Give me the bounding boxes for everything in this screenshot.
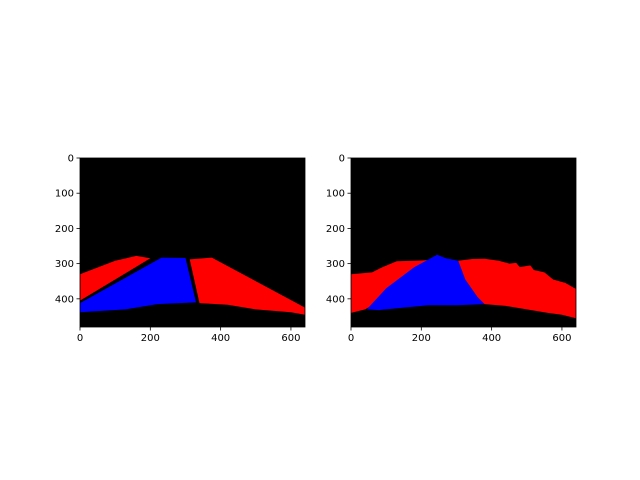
chart-panel-right: 0 200 400 600 0 100 200 300 400 [326,154,577,344]
x-tick-label: 600 [281,333,300,344]
x-tick-label: 600 [552,333,571,344]
y-tick-label: 400 [55,294,74,305]
x-tick-label: 0 [77,333,83,344]
x-tick-label: 400 [482,333,501,344]
y-tick-label: 100 [326,189,345,200]
axes-frame [350,157,577,328]
x-tick-label: 200 [141,333,160,344]
mask-region-red-right [189,257,305,315]
y-tick-label: 300 [326,259,345,270]
y-tick-label: 200 [326,224,345,235]
y-tick-label: 300 [55,259,74,270]
y-tick-label: 100 [55,189,74,200]
axes-frame [79,157,306,328]
chart-panel-left: 0 200 400 600 0 100 200 300 400 [55,154,306,344]
y-tick-label: 0 [68,154,74,165]
x-tick-label: 0 [348,333,354,344]
y-tick-label: 0 [339,154,345,165]
y-tick-label: 200 [55,224,74,235]
x-tick-label: 200 [412,333,431,344]
mask-region-red-right [458,258,576,319]
y-tick-label: 400 [326,294,345,305]
mask-region-blue-center [366,254,485,311]
mask-region-blue-center [80,257,196,313]
x-tick-label: 400 [211,333,230,344]
mask-region-red-left [80,255,151,301]
